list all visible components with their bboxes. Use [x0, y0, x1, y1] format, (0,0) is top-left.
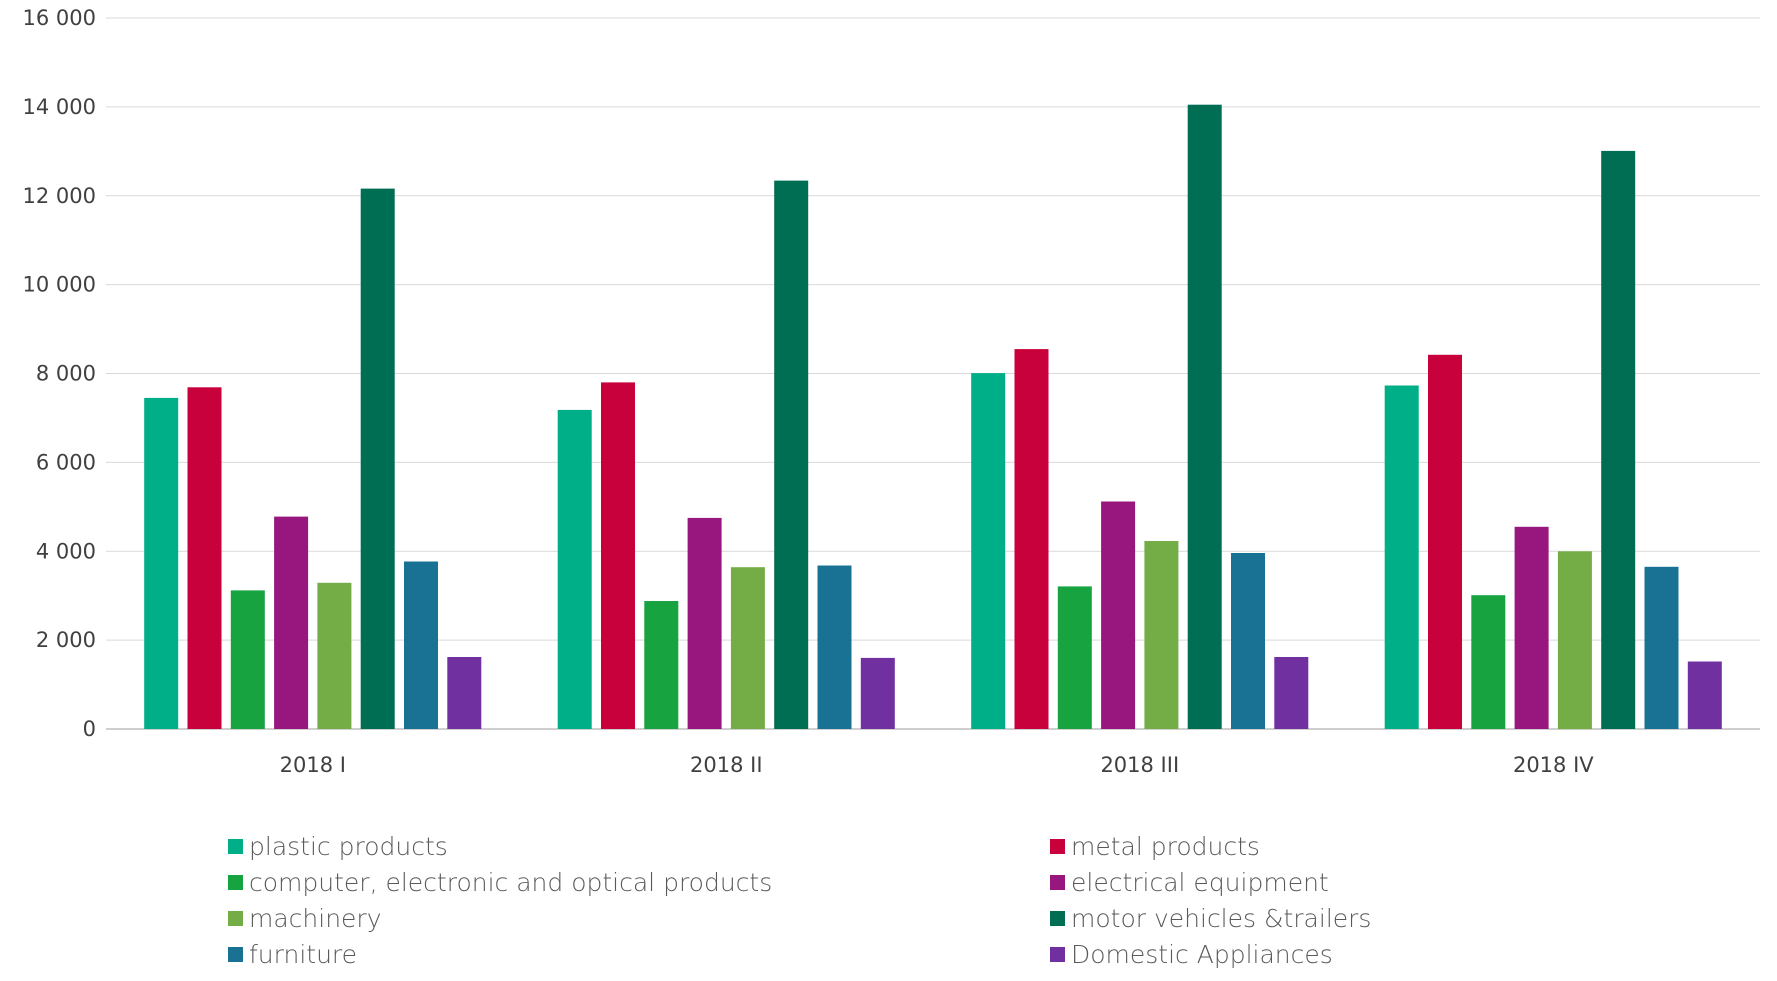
- y-tick-label: 12 000: [23, 184, 96, 208]
- x-tick-label: 2018 IV: [1513, 753, 1594, 777]
- x-axis-tick-labels: 2018 I 2018 II 2018 III 2018 IV: [280, 753, 1595, 777]
- bar-electrical-equipment-2018-iii: [1101, 502, 1135, 730]
- y-tick-label: 8 000: [36, 362, 96, 386]
- y-tick-label: 16 000: [23, 6, 96, 30]
- y-tick-label: 10 000: [23, 273, 96, 297]
- bar-metal-products-2018-iii: [1015, 349, 1049, 729]
- bar-furniture-2018-iv: [1645, 567, 1679, 729]
- bar-domestic-appliances-2018-ii: [861, 658, 895, 729]
- bar-computer-electronic-and-optical-products-2018-iii: [1058, 586, 1092, 729]
- y-tick-label: 0: [83, 717, 96, 741]
- bar-plastic-products-2018-iii: [971, 373, 1005, 729]
- x-tick-label: 2018 III: [1100, 753, 1179, 777]
- bar-metal-products-2018-iv: [1428, 355, 1462, 729]
- bars: [144, 105, 1722, 729]
- bar-computer-electronic-and-optical-products-2018-i: [231, 590, 265, 729]
- bar-electrical-equipment-2018-iv: [1515, 527, 1549, 729]
- bar-electrical-equipment-2018-i: [274, 517, 308, 729]
- x-tick-label: 2018 II: [690, 753, 763, 777]
- gridlines: [106, 18, 1760, 729]
- bar-furniture-2018-iii: [1231, 553, 1265, 729]
- bar-motor-vehicles-trailers-2018-i: [361, 189, 395, 729]
- bar-motor-vehicles-trailers-2018-ii: [774, 181, 808, 729]
- x-tick-label: 2018 I: [280, 753, 346, 777]
- bar-domestic-appliances-2018-i: [447, 657, 481, 729]
- y-tick-label: 6 000: [36, 450, 96, 474]
- y-tick-label: 2 000: [36, 628, 96, 652]
- bar-machinery-2018-iii: [1144, 541, 1178, 729]
- bar-metal-products-2018-i: [188, 387, 222, 729]
- bar-motor-vehicles-trailers-2018-iii: [1188, 105, 1222, 729]
- bar-furniture-2018-ii: [818, 566, 852, 730]
- bar-machinery-2018-iv: [1558, 551, 1592, 729]
- bar-metal-products-2018-ii: [601, 382, 635, 729]
- bar-electrical-equipment-2018-ii: [688, 518, 722, 729]
- bar-domestic-appliances-2018-iv: [1688, 662, 1722, 730]
- bar-computer-electronic-and-optical-products-2018-ii: [644, 601, 678, 729]
- bar-machinery-2018-ii: [731, 567, 765, 729]
- bar-computer-electronic-and-optical-products-2018-iv: [1471, 595, 1505, 729]
- bar-furniture-2018-i: [404, 562, 438, 730]
- y-tick-label: 4 000: [36, 539, 96, 563]
- bar-domestic-appliances-2018-iii: [1274, 657, 1308, 729]
- bar-machinery-2018-i: [317, 583, 351, 729]
- bar-plastic-products-2018-i: [144, 398, 178, 729]
- y-axis-tick-labels: 0 2 000 4 000 6 000 8 000 10 000 12 000 14 000 1…: [23, 6, 96, 741]
- y-tick-label: 14 000: [23, 95, 96, 119]
- bar-motor-vehicles-trailers-2018-iv: [1601, 151, 1635, 729]
- bar-plastic-products-2018-ii: [558, 410, 592, 729]
- bar-plastic-products-2018-iv: [1385, 386, 1419, 730]
